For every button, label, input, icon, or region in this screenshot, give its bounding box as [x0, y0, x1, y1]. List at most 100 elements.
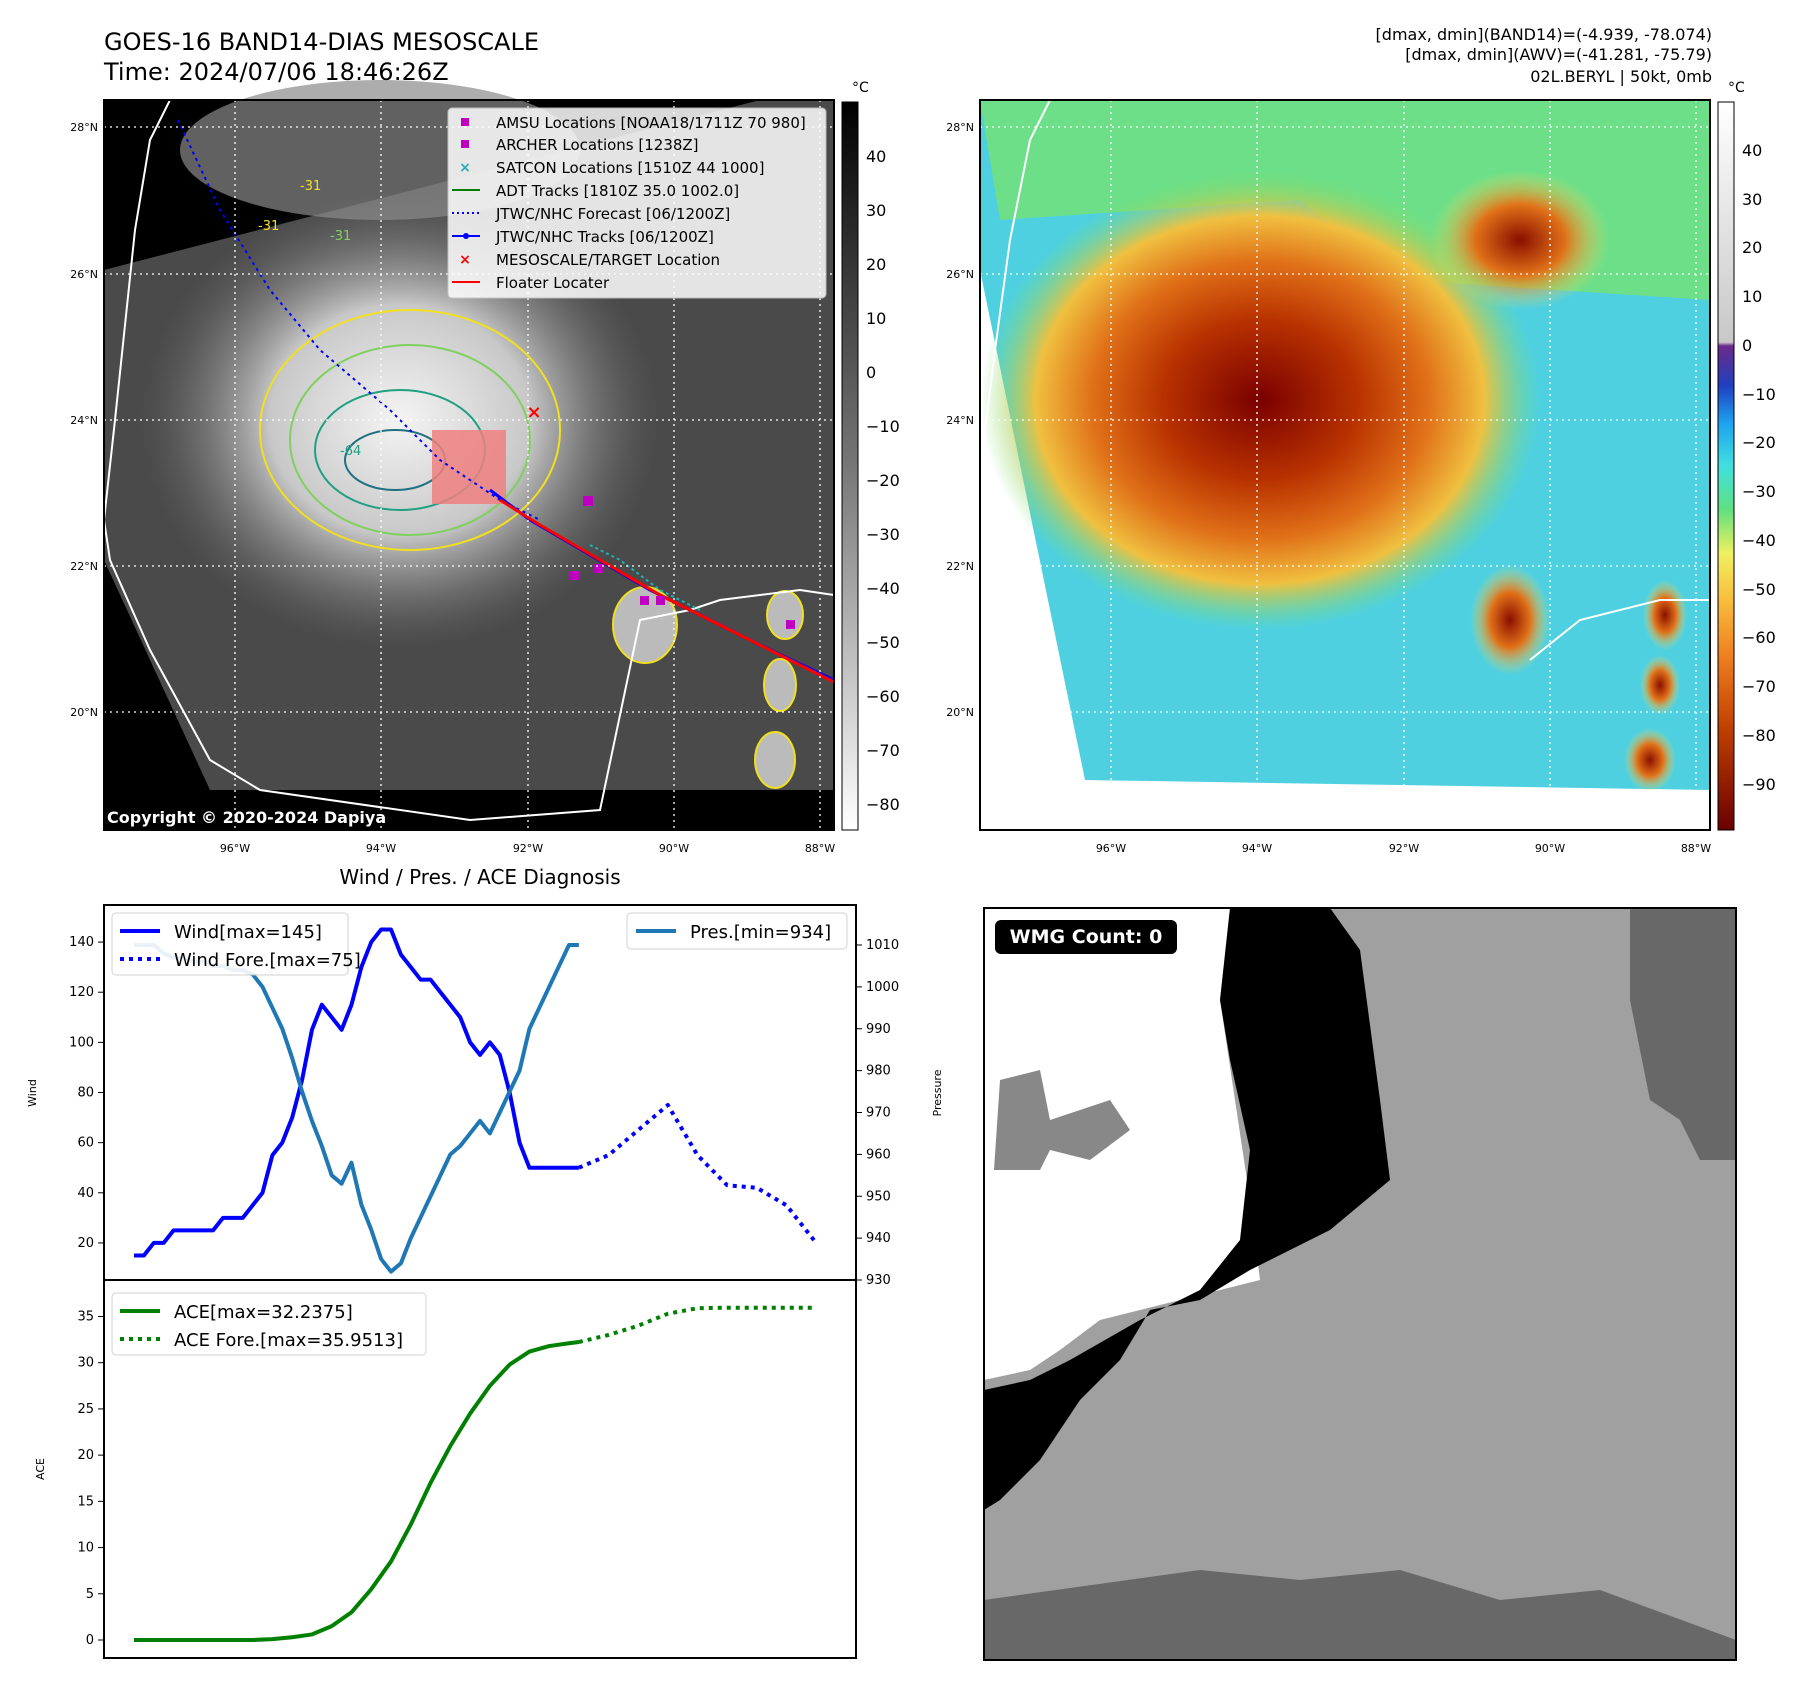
- wmg-darkgray-south: [984, 1570, 1736, 1660]
- contour-yellow: [259, 309, 561, 551]
- legend-entry: Floater Locater: [496, 274, 610, 292]
- wind-tick-label: 120: [69, 985, 94, 1000]
- wind-tick-label: 60: [77, 1136, 94, 1151]
- storm-info: 02L.BERYL | 50kt, 0mb: [1530, 67, 1712, 86]
- right-map-cell-center: [1470, 565, 1550, 675]
- series-line-0: [134, 927, 579, 1258]
- left-map-legend: AMSU Locations [NOAA18/1711Z 70 980] ARC…: [447, 107, 827, 299]
- lat-label: 28°N: [946, 121, 974, 134]
- contour-cell-south-east: [763, 658, 797, 712]
- lat-label: 22°N: [946, 560, 974, 573]
- left-colorbar-tick: −30: [866, 525, 900, 544]
- left-colorbar-unit: °C: [852, 80, 869, 96]
- lon-label: 90°W: [659, 842, 689, 855]
- pressure-tick-label: 980: [866, 1064, 891, 1079]
- pressure-tick-label: 940: [866, 1231, 891, 1246]
- right-colorbar-tick: −20: [1742, 433, 1776, 452]
- pressure-legend-entry: Pres.[min=934]: [690, 922, 831, 943]
- right-map-storm: [980, 170, 1540, 630]
- pressure-tick-label: 960: [866, 1147, 891, 1162]
- right-map-coastline: [983, 99, 1710, 791]
- right-colorbar-tick: −50: [1742, 580, 1776, 599]
- contour-green: [289, 344, 531, 536]
- wmg-frame: [983, 907, 1737, 1661]
- contour-cell-far-east: [766, 590, 804, 640]
- figure-title: GOES-16 BAND14-DIAS MESOSCALE: [104, 28, 539, 56]
- pressure-tick-label: 990: [866, 1022, 891, 1037]
- right-colorbar: [1717, 101, 1735, 831]
- left-colorbar-tick: 40: [866, 147, 886, 166]
- right-map-cell-south: [1624, 728, 1676, 792]
- left-colorbar-tick: −70: [866, 741, 900, 760]
- lat-label: 22°N: [70, 560, 98, 573]
- legend-entry: AMSU Locations [NOAA18/1711Z 70 980]: [496, 114, 806, 132]
- pressure-tick-label: 1010: [866, 938, 899, 953]
- wind-legend-entry: Wind[max=145]: [174, 922, 322, 943]
- contour-label: -31: [258, 219, 279, 234]
- pressure-tick-label: 930: [866, 1273, 891, 1288]
- legend-track-dot-icon: [463, 233, 469, 239]
- wind-tick-label: 80: [77, 1086, 94, 1101]
- left-colorbar-tick: 10: [866, 309, 886, 328]
- legend-entry: SATCON Locations [1510Z 44 1000]: [496, 159, 764, 177]
- right-map-panel: 28°N 26°N 24°N 22°N 20°N 96°W 94°W 92°W …: [946, 80, 1776, 855]
- pressure-tick-label: 1000: [866, 980, 899, 995]
- wmg-darkgray-east: [1630, 908, 1736, 1160]
- ace-tick-label: 0: [86, 1633, 94, 1648]
- right-colorbar-tick: −80: [1742, 726, 1776, 745]
- pressure-axis-label: Pressure: [931, 1069, 944, 1116]
- ace-tick-label: 10: [77, 1541, 94, 1556]
- right-map-cell-east: [1643, 580, 1687, 650]
- ace-axis-label: ACE: [34, 1458, 47, 1480]
- ace-tick-label: 15: [77, 1494, 94, 1509]
- right-map-cell-north: [1430, 170, 1610, 310]
- wind-legend-box: [111, 912, 349, 976]
- lon-label: 90°W: [1535, 842, 1565, 855]
- archer-location-marker: [640, 596, 649, 605]
- stats-band14: [dmax, dmin](BAND14)=(-4.939, -78.074): [1376, 25, 1712, 44]
- right-colorbar-tick: 20: [1742, 238, 1762, 257]
- left-map-panel: -31 -31 -64 -31 ×: [70, 80, 900, 855]
- left-colorbar-tick: −60: [866, 687, 900, 706]
- pressure-tick-label: 950: [866, 1189, 891, 1204]
- right-colorbar-tick: 40: [1742, 141, 1762, 160]
- left-colorbar-tick: −80: [866, 795, 900, 814]
- legend-entry: ADT Tracks [1810Z 35.0 1002.0]: [496, 182, 739, 200]
- legend-amsu-icon: [461, 118, 469, 126]
- series-line-1: [578, 1103, 818, 1245]
- right-colorbar-tick: −90: [1742, 775, 1776, 794]
- left-colorbar-tick: −50: [866, 633, 900, 652]
- wmg-count-label: WMG Count: 0: [1010, 926, 1163, 948]
- archer-location-marker: [570, 571, 579, 580]
- right-colorbar-tick: 10: [1742, 287, 1762, 306]
- lat-label: 26°N: [946, 268, 974, 281]
- ace-legend-box: [111, 1292, 427, 1356]
- legend-entry: ARCHER Locations [1238Z]: [496, 136, 699, 154]
- left-map-frame: [103, 99, 835, 831]
- right-colorbar-tick: −30: [1742, 482, 1776, 501]
- ace-legend: ACE[max=32.2375] ACE Fore.[max=35.9513]: [111, 1292, 427, 1356]
- left-colorbar-tick: 30: [866, 201, 886, 220]
- right-colorbar-tick: 30: [1742, 190, 1762, 209]
- lon-label: 96°W: [220, 842, 250, 855]
- ace-legend-entry: ACE[max=32.2375]: [174, 1302, 353, 1323]
- wind-tick-label: 100: [69, 1035, 94, 1050]
- right-colorbar-unit: °C: [1728, 80, 1745, 96]
- archer-location-marker: [594, 564, 603, 573]
- right-map-cell-south-east: [1640, 655, 1680, 715]
- right-colorbar-tick: 0: [1742, 336, 1752, 355]
- left-map-coastline: [102, 99, 835, 822]
- lon-label: 94°W: [366, 842, 396, 855]
- lat-label: 24°N: [70, 414, 98, 427]
- ace-tick-label: 35: [77, 1309, 94, 1324]
- wmg-count-badge: [995, 920, 1177, 954]
- legend-target-icon: ×: [459, 252, 471, 268]
- right-map-frame: [979, 99, 1711, 831]
- wmg-gray-patch: [994, 1070, 1130, 1170]
- lon-label: 88°W: [805, 842, 835, 855]
- lon-label: 88°W: [1681, 842, 1711, 855]
- legend-box: [447, 107, 827, 299]
- wind-tick-label: 140: [69, 935, 94, 950]
- contour-label: -31: [300, 179, 321, 194]
